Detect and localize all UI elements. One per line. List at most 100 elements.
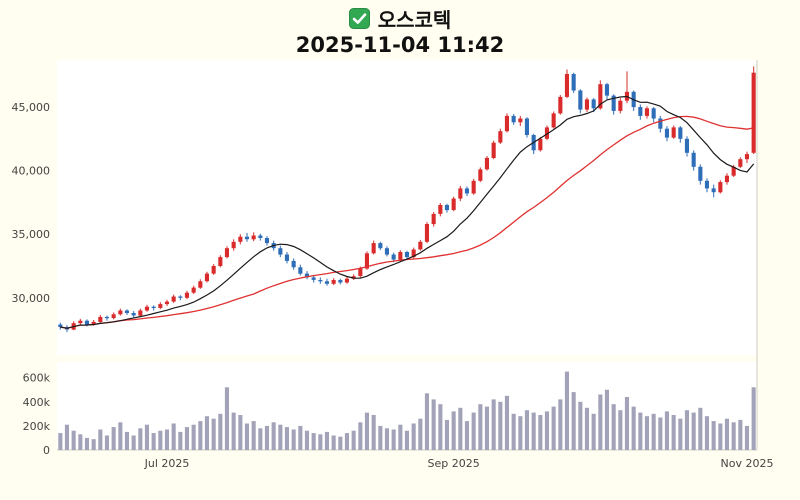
candle-body [258, 235, 263, 238]
volume-bar [278, 424, 283, 450]
candle-body [671, 127, 676, 138]
volume-bar [118, 422, 123, 450]
candle-body [658, 118, 663, 129]
svg-text:Nov 2025: Nov 2025 [721, 457, 774, 470]
candle-body [98, 316, 103, 322]
candle-body [331, 280, 336, 284]
volume-bar [724, 418, 729, 450]
svg-text:35,000: 35,000 [12, 228, 51, 241]
candle-body [358, 268, 363, 277]
volume-bar [664, 411, 669, 450]
svg-text:40,000: 40,000 [12, 165, 51, 178]
volume-bar [238, 415, 243, 450]
volume-bar [431, 399, 436, 450]
candle-body [178, 296, 183, 298]
candle-body [724, 175, 729, 183]
candle-body [191, 287, 196, 293]
candle-body [744, 154, 749, 160]
volume-bar [198, 421, 203, 450]
candle-body [544, 127, 549, 139]
candle-body [384, 248, 389, 255]
candle-body [558, 96, 563, 114]
volume-bar [311, 433, 316, 450]
volume-bar [158, 430, 163, 450]
candle-body [584, 99, 589, 110]
volume-bar [258, 428, 263, 450]
volume-bar [71, 430, 76, 450]
candle-body [471, 180, 476, 194]
candle-body [511, 115, 516, 123]
candle-body [498, 131, 503, 143]
volume-bar [378, 425, 383, 450]
candle-body [524, 118, 529, 135]
candle-body [104, 316, 109, 319]
volume-bar [711, 421, 716, 450]
candle-body [518, 118, 523, 123]
candle-body [311, 277, 316, 280]
volume-bar [451, 411, 456, 450]
candle-body [664, 128, 669, 138]
candle-body [204, 273, 209, 282]
price-plot-area [57, 60, 757, 355]
candle-body [571, 74, 576, 91]
volume-bar [484, 406, 489, 450]
candle-body [458, 188, 463, 199]
volume-layer [58, 371, 756, 450]
volume-bar [98, 429, 103, 450]
candle-body [378, 243, 383, 249]
candle-body [224, 248, 229, 258]
candle-body [491, 142, 496, 158]
candle-body [318, 280, 323, 282]
volume-bar [531, 412, 536, 450]
candle-body [438, 205, 443, 214]
volume-bar [624, 397, 629, 450]
svg-text:200k: 200k [23, 420, 51, 433]
candle-body [731, 166, 736, 176]
candle-body [211, 266, 216, 274]
volume-bar [298, 425, 303, 450]
candle-body [164, 301, 169, 305]
candle-body [284, 254, 289, 261]
candle-body [278, 248, 283, 255]
volume-bar [398, 424, 403, 450]
candle-body [451, 198, 456, 210]
candle-body [504, 115, 509, 132]
volume-bar [151, 433, 156, 450]
volume-bar [631, 406, 636, 450]
stock-candlestick-chart: 30,000 35,000 40,000 45,000 0 200k 400k 600k Jul… [12, 60, 774, 470]
volume-bar [131, 435, 136, 450]
candle-body [718, 182, 723, 193]
candle-body [131, 313, 136, 316]
x-axis-labels: Jul 2025 Sep 2025 Nov 2025 [144, 457, 774, 470]
candle-body [291, 260, 296, 268]
volume-bar [178, 431, 183, 450]
volume-bar [498, 401, 503, 450]
volume-bar [371, 415, 376, 450]
volume-bar [124, 431, 129, 450]
chart-timestamp: 2025-11-04 11:42 [295, 33, 505, 57]
volume-bar [231, 412, 236, 450]
candle-body [411, 249, 416, 258]
candle-body [704, 180, 709, 189]
volume-bar [518, 416, 523, 450]
volume-bar [718, 423, 723, 450]
candle-body [111, 314, 116, 319]
candle-body [84, 320, 89, 325]
volume-bar [191, 424, 196, 450]
volume-bar [91, 439, 96, 450]
chart-header: 오스코텍 2025-11-04 11:42 [0, 0, 800, 58]
volume-bar [458, 407, 463, 450]
volume-bar [658, 417, 663, 450]
candle-body [431, 213, 436, 225]
volume-bar [491, 399, 496, 450]
svg-text:Jul 2025: Jul 2025 [144, 457, 190, 470]
volume-bar [471, 412, 476, 450]
candle-body [418, 241, 423, 250]
volume-bar [344, 433, 349, 450]
candle-body [678, 127, 683, 139]
volume-bar [538, 415, 543, 450]
volume-bar [264, 425, 269, 450]
volume-bar [84, 437, 89, 450]
volume-bar [351, 430, 356, 450]
volume-bar [638, 412, 643, 450]
